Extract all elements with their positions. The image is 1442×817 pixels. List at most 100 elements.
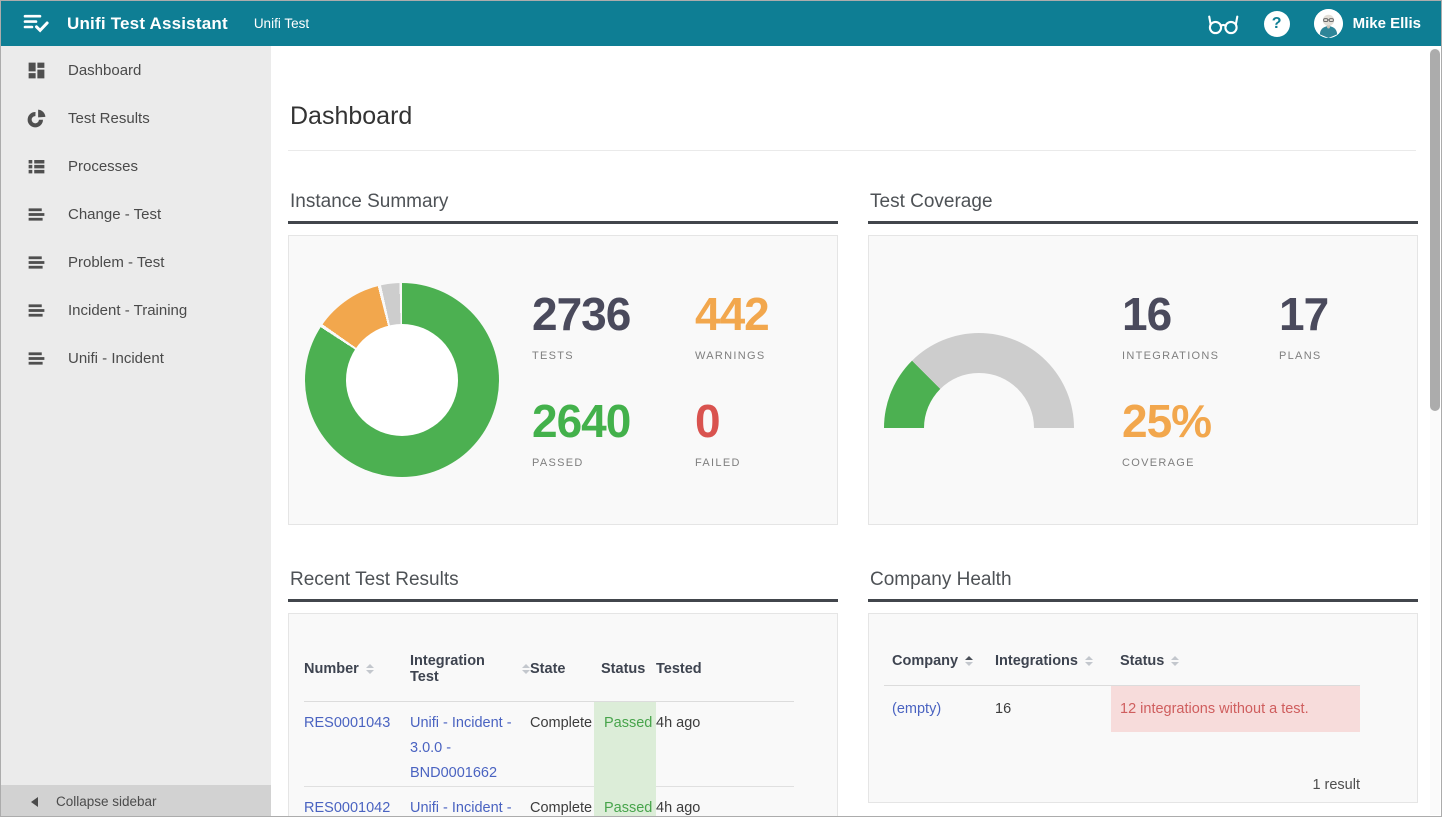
sidebar-item-incident-training[interactable]: Incident - Training <box>1 286 271 334</box>
results-count: 1 result <box>1312 777 1360 793</box>
column-header-tested[interactable]: Tested <box>656 661 702 677</box>
instance-summary-section: Instance Summary 2736 TESTS 442 WARNINGS <box>288 190 838 525</box>
vertical-scrollbar <box>1430 49 1440 815</box>
help-glyph: ? <box>1271 14 1282 32</box>
stat-passed: 2640 PASSED <box>532 395 631 469</box>
table-row: RES0001042 Unifi - Incident - 3.0.0 - Co… <box>304 787 794 816</box>
integration-test-link[interactable]: Unifi - Incident - 3.0.0 - <box>410 800 512 816</box>
sidebar-item-label: Dashboard <box>68 61 142 79</box>
sidebar-item-test-results[interactable]: Test Results <box>1 94 271 142</box>
app-title: Unifi Test Assistant <box>67 13 228 33</box>
top-header-bar: Unifi Test Assistant Unifi Test ? <box>1 1 1441 46</box>
stat-warnings: 442 WARNINGS <box>695 288 770 362</box>
sort-asc-icon <box>965 656 974 666</box>
company-health-table: Company Integrations Status <box>884 629 1360 732</box>
section-title-test-coverage: Test Coverage <box>868 190 1418 224</box>
record-link[interactable]: RES0001042 <box>304 800 391 816</box>
cell-company: (empty) <box>884 686 995 732</box>
sidebar-item-label: Problem - Test <box>68 253 165 271</box>
cell-integration-test: Unifi - Incident - 3.0.0 - BND0001662 <box>410 702 530 787</box>
app-subtitle: Unifi Test <box>253 16 310 31</box>
glasses-icon[interactable] <box>1206 12 1240 36</box>
company-health-section: Company Health Company Integrations <box>868 568 1418 816</box>
help-button[interactable]: ? <box>1263 10 1290 37</box>
collapse-sidebar-button[interactable]: Collapse sidebar <box>1 785 271 816</box>
instance-summary-card: 2736 TESTS 442 WARNINGS 2640 PASSED <box>288 235 838 525</box>
sidebar-item-dashboard[interactable]: Dashboard <box>1 46 271 94</box>
column-header-company[interactable]: Company <box>884 653 995 669</box>
stat-coverage: 25% COVERAGE <box>1122 395 1212 469</box>
sort-icon <box>365 664 374 674</box>
section-title-instance-summary: Instance Summary <box>288 190 838 224</box>
cell-number: RES0001043 <box>304 702 410 787</box>
sidebar-item-change-test[interactable]: Change - Test <box>1 190 271 238</box>
recent-test-results-section: Recent Test Results Number Integration T… <box>288 568 838 816</box>
title-divider <box>288 150 1416 151</box>
user-name: Mike Ellis <box>1352 15 1421 32</box>
lines-icon <box>26 252 47 273</box>
sidebar: Dashboard Test Results Processe <box>1 46 271 816</box>
avatar <box>1313 9 1343 38</box>
stat-plans: 17 PLANS <box>1279 288 1329 362</box>
sidebar-item-label: Incident - Training <box>68 301 188 319</box>
sort-icon <box>522 664 530 674</box>
instance-summary-donut-chart <box>305 283 499 477</box>
column-header-state[interactable]: State <box>530 661 566 677</box>
column-header-status[interactable]: Status <box>1111 653 1360 669</box>
sort-icon <box>1171 656 1180 666</box>
page-title: Dashboard <box>290 102 413 130</box>
table-header-row: Company Integrations Status <box>884 629 1360 686</box>
column-header-integration-test[interactable]: Integration Test <box>410 653 530 685</box>
cell-status: 12 integrations without a test. <box>1111 686 1360 732</box>
table-row: RES0001043 Unifi - Incident - 3.0.0 - BN… <box>304 702 794 787</box>
main-content: Dashboard Instance Summary 2736 TESTS <box>271 46 1441 816</box>
cell-integrations: 16 <box>995 701 1012 717</box>
cell-integration-test: Unifi - Incident - 3.0.0 - <box>410 787 530 816</box>
user-menu[interactable]: Mike Ellis <box>1313 9 1421 38</box>
lines-icon <box>26 300 47 321</box>
stat-failed: 0 FAILED <box>695 395 741 469</box>
cell-tested: 4h ago <box>656 702 794 787</box>
sort-icon <box>1084 656 1093 666</box>
cell-tested: 4h ago <box>656 787 794 816</box>
column-header-integrations[interactable]: Integrations <box>995 653 1111 669</box>
company-link[interactable]: (empty) <box>892 701 942 717</box>
stat-integrations: 16 INTEGRATIONS <box>1122 288 1220 362</box>
table-row: (empty) 16 12 integrations without a tes… <box>884 686 1360 732</box>
column-header-status[interactable]: Status <box>601 661 646 677</box>
stat-tests: 2736 TESTS <box>532 288 631 362</box>
sidebar-item-label: Processes <box>68 157 139 175</box>
recent-test-results-card: Number Integration Test State <box>288 613 838 816</box>
sidebar-nav: Dashboard Test Results Processe <box>1 46 271 382</box>
cell-status: Passed <box>594 702 656 787</box>
list-icon <box>26 156 47 177</box>
pie-chart-icon <box>26 108 47 129</box>
coverage-gauge-chart <box>884 332 1074 428</box>
column-header-number[interactable]: Number <box>304 653 410 685</box>
sidebar-item-unifi-incident[interactable]: Unifi - Incident <box>1 334 271 382</box>
sidebar-item-processes[interactable]: Processes <box>1 142 271 190</box>
collapse-arrow-icon <box>31 796 38 807</box>
test-coverage-section: Test Coverage 16 INTEGRATIONS 17 PLANS <box>868 190 1418 525</box>
sidebar-item-label: Test Results <box>68 109 150 127</box>
dashboard-icon <box>26 60 47 81</box>
cell-number: RES0001042 <box>304 787 410 816</box>
cell-state: Complete <box>530 702 594 787</box>
test-coverage-card: 16 INTEGRATIONS 17 PLANS 25% COVERAGE <box>868 235 1418 525</box>
sidebar-item-label: Change - Test <box>68 205 162 223</box>
cell-state: Complete <box>530 787 594 816</box>
lines-icon <box>26 348 47 369</box>
record-link[interactable]: RES0001043 <box>304 715 391 731</box>
integration-test-link[interactable]: Unifi - Incident - 3.0.0 - BND0001662 <box>410 715 512 781</box>
collapse-sidebar-label: Collapse sidebar <box>56 794 157 809</box>
table-header-row: Number Integration Test State <box>304 629 794 702</box>
sidebar-item-problem-test[interactable]: Problem - Test <box>1 238 271 286</box>
recent-test-results-table: Number Integration Test State <box>304 629 794 816</box>
section-title-company-health: Company Health <box>868 568 1418 602</box>
sidebar-item-label: Unifi - Incident <box>68 349 164 367</box>
menu-check-icon[interactable] <box>23 13 51 35</box>
lines-icon <box>26 204 47 225</box>
cell-status: Passed <box>594 787 656 816</box>
scrollbar-thumb[interactable] <box>1430 49 1440 411</box>
